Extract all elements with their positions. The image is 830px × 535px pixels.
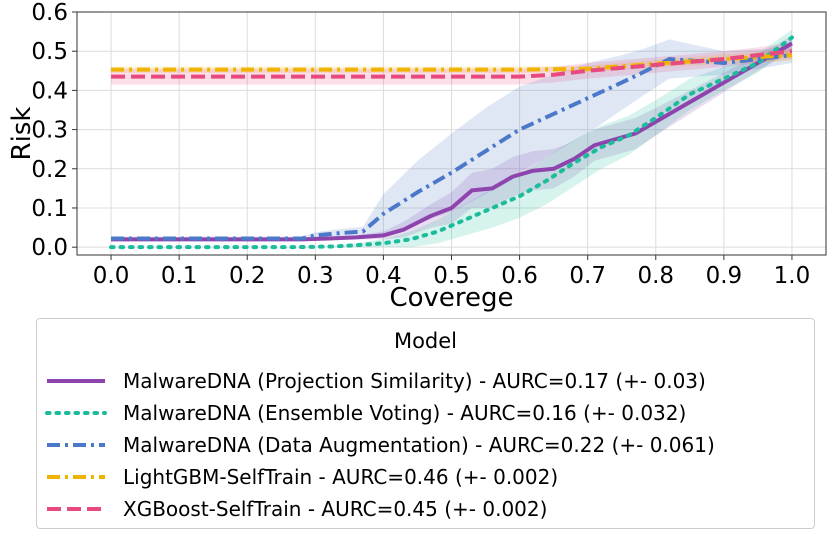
confidence-band	[111, 35, 792, 240]
x-tick-label: 0.0	[93, 263, 130, 289]
legend-item: MalwareDNA (Data Augmentation) - AURC=0.…	[37, 429, 715, 461]
legend-label: LightGBM-SelfTrain - AURC=0.46 (+- 0.002…	[123, 465, 559, 489]
y-tick-label: 0.6	[31, 0, 68, 26]
x-tick-label: 0.4	[365, 263, 402, 289]
y-tick-label: 0.5	[31, 39, 68, 65]
legend-swatch	[47, 379, 105, 383]
y-tick-label: 0.0	[31, 235, 68, 261]
x-tick-label: 0.1	[161, 263, 198, 289]
legend-label: MalwareDNA (Projection Similarity) - AUR…	[123, 369, 706, 393]
series-line	[111, 53, 793, 241]
y-tick-label: 0.3	[31, 118, 68, 144]
legend-item: LightGBM-SelfTrain - AURC=0.46 (+- 0.002…	[37, 461, 558, 493]
x-tick-label: 0.7	[569, 263, 606, 289]
series-lines	[109, 35, 794, 250]
legend-title: Model	[393, 329, 458, 353]
legend-swatch	[47, 443, 105, 447]
y-tick-label: 0.4	[31, 78, 68, 104]
legend-label: MalwareDNA (Ensemble Voting) - AURC=0.16…	[123, 401, 687, 425]
legend-swatch	[45, 411, 107, 415]
x-tick-label: 0.6	[501, 263, 538, 289]
x-tick-label: 0.5	[433, 263, 470, 289]
legend-item: MalwareDNA (Projection Similarity) - AUR…	[37, 365, 706, 397]
y-tick-labels: 0.0 0.1 0.2 0.3 0.4 0.5 0.6	[31, 0, 77, 261]
legend-label: XGBoost-SelfTrain - AURC=0.45 (+- 0.002)	[123, 497, 548, 521]
legend: Model MalwareDNA (Projection Similarity)…	[36, 318, 815, 529]
y-tick-label: 0.1	[31, 196, 68, 222]
series-line	[111, 41, 793, 242]
legend-item: XGBoost-SelfTrain - AURC=0.45 (+- 0.002)	[37, 493, 547, 525]
legend-swatch	[47, 475, 105, 479]
x-tick-label: 0.9	[706, 263, 743, 289]
x-tick-label: 1.0	[774, 263, 811, 289]
legend-item: MalwareDNA (Ensemble Voting) - AURC=0.16…	[37, 397, 686, 429]
confidence-band	[111, 43, 792, 85]
legend-swatch	[47, 507, 105, 511]
legend-label: MalwareDNA (Data Augmentation) - AURC=0.…	[123, 433, 715, 457]
risk-coverage-chart: 0.0 0.1 0.2 0.3 0.4 0.5 0.6 0.7 0.8 0.9 1.0 0.0 0.1…	[7, 0, 827, 313]
series-line	[111, 49, 793, 79]
series-line	[111, 53, 793, 72]
series-line	[109, 35, 794, 250]
x-tick-label: 0.3	[297, 263, 334, 289]
x-tick-label: 0.8	[637, 263, 674, 289]
x-axis-label: Coverege	[389, 283, 513, 313]
x-tick-label: 0.2	[229, 263, 266, 289]
y-axis-label: Risk	[7, 107, 37, 161]
confidence-band	[111, 39, 792, 241]
y-tick-label: 0.2	[31, 157, 68, 183]
x-tick-labels: 0.0 0.1 0.2 0.3 0.4 0.5 0.6 0.7 0.8 0.9 1.0	[93, 255, 810, 289]
